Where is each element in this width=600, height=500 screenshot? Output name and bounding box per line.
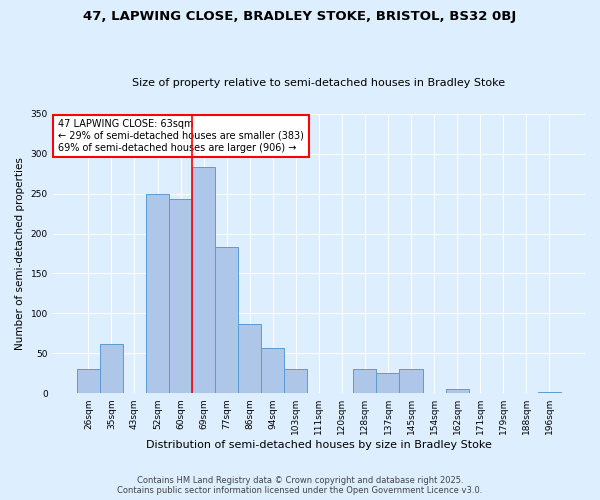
Bar (353, 370, 376, 393)
Title: Size of property relative to semi-detached houses in Bradley Stoke: Size of property relative to semi-detach… (132, 78, 505, 88)
Text: Contains HM Land Registry data © Crown copyright and database right 2025.
Contai: Contains HM Land Registry data © Crown c… (118, 476, 482, 495)
Bar (376, 373, 400, 393)
X-axis label: Distribution of semi-detached houses by size in Bradley Stoke: Distribution of semi-detached houses by … (146, 440, 492, 450)
Bar (284, 370, 307, 393)
Bar (192, 168, 215, 393)
Bar (400, 370, 422, 393)
Bar (261, 348, 284, 393)
Bar (538, 392, 561, 393)
Bar (146, 194, 169, 393)
Text: 47, LAPWING CLOSE, BRADLEY STOKE, BRISTOL, BS32 0BJ: 47, LAPWING CLOSE, BRADLEY STOKE, BRISTO… (83, 10, 517, 23)
Bar (100, 344, 123, 393)
Bar (215, 247, 238, 393)
Text: 47 LAPWING CLOSE: 63sqm
← 29% of semi-detached houses are smaller (383)
69% of s: 47 LAPWING CLOSE: 63sqm ← 29% of semi-de… (58, 120, 304, 152)
Bar (238, 324, 261, 393)
Y-axis label: Number of semi-detached properties: Number of semi-detached properties (15, 157, 25, 350)
Bar (169, 199, 192, 393)
Bar (446, 389, 469, 393)
Bar (77, 370, 100, 393)
